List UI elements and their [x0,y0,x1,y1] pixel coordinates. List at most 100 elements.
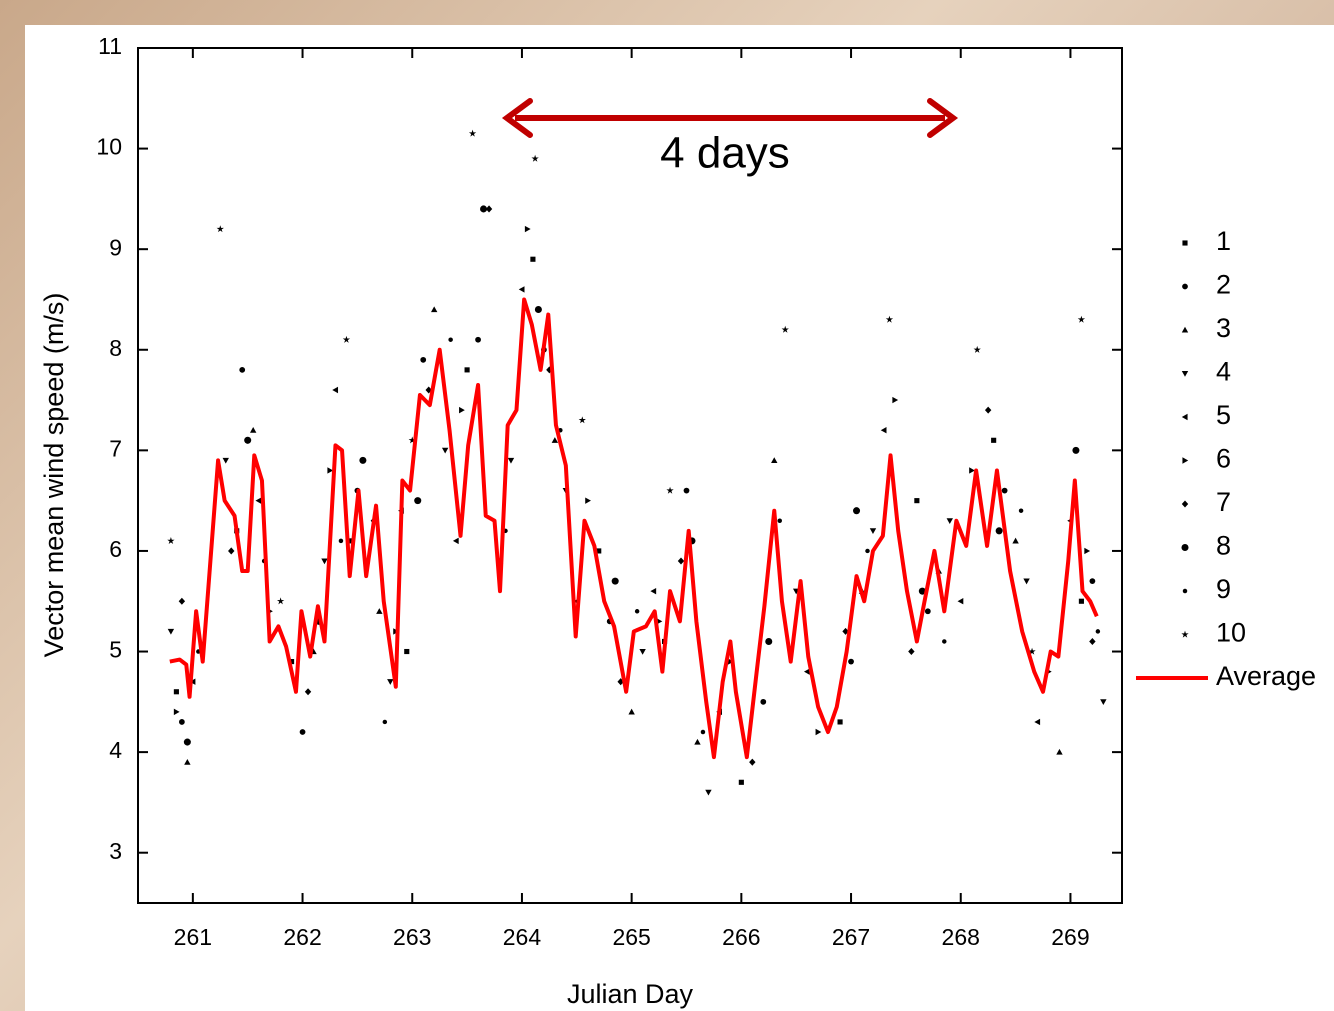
scatter-point [452,537,459,545]
scatter-point [228,547,235,555]
y-tick-label: 6 [109,536,122,562]
scatter-point [524,225,531,233]
scatter-point [914,498,920,504]
x-axis-title: Julian Day [567,979,694,1009]
scatter-point [430,306,438,313]
scatter-point [596,548,602,554]
legend-label: 2 [1216,270,1231,300]
plot-frame [137,47,1123,904]
scatter-point [853,507,861,515]
scatter-point [781,325,789,333]
legend-label: 8 [1216,531,1231,561]
scatter-point [777,518,782,524]
y-tick-label: 8 [109,335,122,361]
legend-label: 3 [1216,313,1231,343]
legend-label: 1 [1216,226,1231,256]
scatter-point [173,708,180,716]
scatter-point [1001,487,1008,494]
scatter-point [683,487,690,494]
scatter-point [924,608,931,615]
y-tick-label: 7 [109,435,122,461]
scatter-point [480,205,488,213]
scatter-point [749,758,756,766]
scatter-point [848,658,854,665]
scatter-point [892,396,899,404]
legend-label: 6 [1216,444,1231,474]
x-tick-label: 264 [503,924,542,950]
legend-marker [1182,457,1189,464]
scatter-point [1084,547,1091,555]
scatter-point [918,587,926,595]
x-tick-label: 269 [1051,924,1089,950]
scatter-point [1012,537,1019,544]
scatter-point [885,315,894,323]
x-tick-label: 266 [722,924,760,950]
y-tick-label: 3 [109,838,122,864]
scatter-point [1018,508,1024,513]
scatter-point [942,639,947,644]
scatter-point [289,659,295,665]
x-tick-label: 268 [942,924,980,950]
scatter-point [1023,578,1030,585]
scatter-point [946,518,953,524]
legend-marker [1181,500,1189,508]
scatter-point [842,627,849,635]
scatter-point [1077,315,1086,323]
scatter-point [1034,718,1041,726]
arrow-head [501,98,533,138]
y-axis-title: Vector mean wind speed (m/s) [39,293,69,658]
scatter-point [694,738,701,745]
scatter-point [738,779,744,785]
scatter-point [771,457,778,463]
x-tick-label: 263 [393,924,431,950]
scatter-point [518,286,525,293]
scatter-point [387,679,394,685]
scatter-point [183,738,191,746]
scatter-point [578,416,586,424]
legend-marker [1182,588,1188,594]
scatter-point [276,597,285,605]
scatter-point [984,406,992,414]
scatter-point [815,728,822,736]
scatter-point [957,598,964,605]
scatter-point [184,758,191,765]
scatter-point [700,729,706,735]
scatter-point [880,427,887,434]
scatter-point [628,708,635,715]
scatter-point [459,406,465,414]
scatter-point [585,497,591,504]
scatter-point [765,637,773,645]
annotation-text: 4 days [660,129,790,178]
legend-marker [1181,370,1189,377]
scatter-point [485,205,493,213]
scatter-point [425,386,432,394]
scatter-point [173,689,179,695]
scatter-point [1100,699,1107,706]
y-tick-label: 9 [109,234,122,260]
scatter-point [869,528,877,535]
scatter-point [991,437,997,443]
scatter-point [327,467,334,474]
scatter-point [1095,629,1101,634]
scatter-point [1078,598,1084,604]
scatter-point [1028,647,1036,655]
x-tick-label: 267 [832,924,870,950]
average-line [169,297,1099,760]
legend-marker [1182,283,1188,290]
legend-label: 9 [1216,574,1231,604]
scatter-point [244,436,252,444]
scatter-point [359,456,367,464]
scatter-point [178,719,185,725]
scatter-point [650,587,657,595]
scatter-point [167,537,175,544]
scatter-point [408,436,416,444]
scatter-point [464,367,470,373]
scatter-point [634,609,640,614]
scatter-point [441,447,449,454]
scatter-point [239,367,246,373]
scatter-point [969,467,975,474]
scatter-point [803,668,810,675]
scatter-point [534,306,542,314]
scatter-point [617,678,624,686]
scatter-point [546,366,553,374]
